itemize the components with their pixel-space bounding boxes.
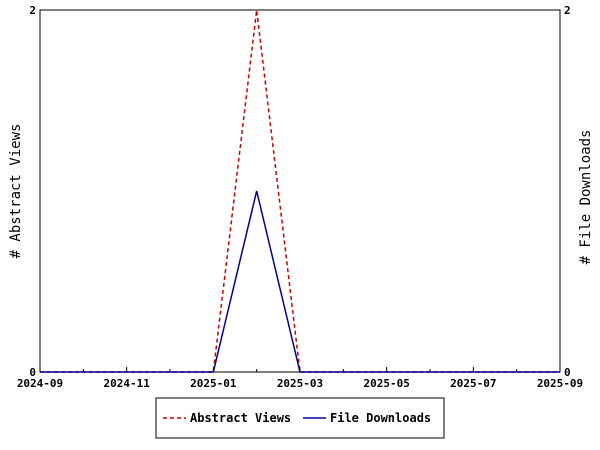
y-axis-title-right: # File Downloads	[578, 130, 594, 265]
legend: Abstract Views File Downloads	[155, 397, 445, 439]
y-tick-label-right-0: 0	[564, 366, 571, 379]
y-axis-title-left: # Abstract Views	[8, 124, 24, 259]
x-tick-label-2025-03: 2025-03	[277, 377, 323, 390]
x-tick-label-2024-09: 2024-09	[17, 377, 63, 390]
y-tick-label-right-2: 2	[564, 4, 571, 17]
y-tick-label-left-0: 0	[29, 366, 36, 379]
legend-label-file-downloads: File Downloads	[330, 411, 431, 425]
y-tick-label-left-2: 2	[29, 4, 36, 17]
x-tick-label-2025-07: 2025-07	[450, 377, 496, 390]
legend-box	[155, 397, 445, 439]
legend-label-abstract-views: Abstract Views	[190, 411, 291, 425]
x-tick-label-2025-09: 2025-09	[537, 377, 583, 390]
x-tick-label-2025-01: 2025-01	[190, 377, 237, 390]
x-tick-label-2024-11: 2024-11	[103, 377, 150, 390]
series-line-file-downloads	[40, 190, 560, 373]
x-tick-label-2025-05: 2025-05	[363, 377, 409, 390]
plot-area	[39, 9, 561, 373]
